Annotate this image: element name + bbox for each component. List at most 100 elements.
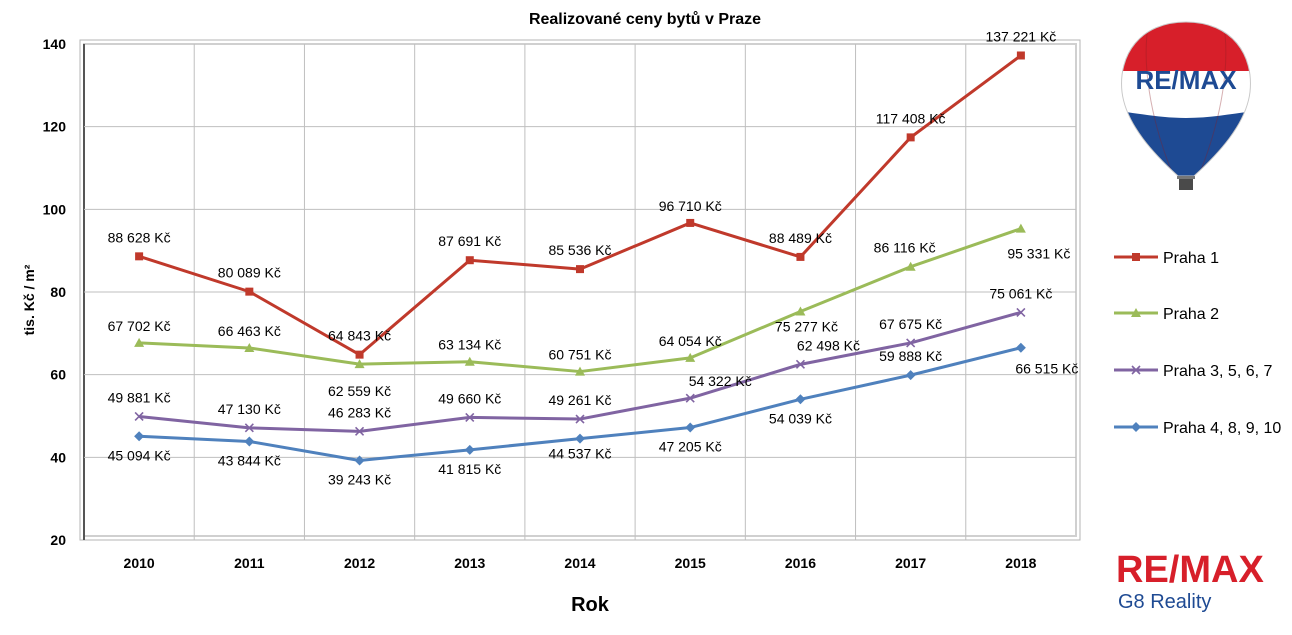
data-point [1015, 223, 1026, 233]
data-point [134, 337, 145, 347]
data-point [244, 342, 255, 352]
data-point [134, 411, 144, 422]
data-point [685, 352, 696, 362]
data-label: 96 710 Kč [659, 198, 722, 214]
data-label: 45 094 Kč [108, 447, 171, 463]
legend-marker [1131, 422, 1141, 432]
data-label: 86 116 Kč [874, 240, 936, 256]
data-label: 66 515 Kč [1015, 361, 1078, 377]
data-point [575, 366, 585, 376]
data-point [685, 393, 695, 403]
data-label: 49 881 Kč [108, 389, 171, 405]
legend-entry: Praha 1 [1163, 250, 1219, 267]
data-label: 85 536 Kč [548, 242, 611, 258]
legend-marker [1131, 365, 1141, 375]
x-tick-label: 2010 [124, 555, 155, 571]
data-point [1016, 51, 1025, 60]
y-tick-label: 120 [43, 119, 67, 135]
data-label: 47 130 Kč [218, 401, 281, 417]
data-point [1016, 307, 1026, 317]
data-point [355, 350, 364, 359]
data-label: 46 283 Kč [328, 404, 391, 420]
data-point [906, 338, 916, 348]
x-tick-labels: 2010 2011 2012 2013 2014 2015 2016 2017 2018 [124, 555, 1037, 571]
data-label: 67 702 Kč [108, 318, 171, 334]
x-tick-label: 2011 [234, 555, 265, 571]
data-point [465, 256, 474, 265]
data-point [134, 431, 145, 442]
data-label: 66 463 Kč [218, 323, 281, 339]
data-label: 54 039 Kč [769, 410, 832, 426]
x-tick-label: 2015 [675, 555, 706, 571]
data-label: 64 054 Kč [659, 333, 722, 349]
data-point [575, 414, 585, 424]
legend-entry: Praha 2 [1163, 306, 1219, 323]
brand-logo-sub: G8 Reality [1118, 591, 1211, 613]
x-tick-label: 2013 [454, 555, 485, 571]
data-label: 63 134 Kč [438, 337, 501, 353]
legend-marker [1132, 253, 1140, 261]
legend-entry: Praha 3, 5, 6, 7 [1163, 363, 1273, 380]
data-point [575, 433, 585, 444]
data-label: 64 843 Kč [328, 328, 391, 344]
y-tick-label: 60 [50, 367, 66, 383]
y-tick-labels: 20 40 60 80 100 120 140 [43, 36, 67, 548]
data-label: 80 089 Kč [218, 265, 281, 281]
data-point [1015, 342, 1026, 353]
y-axis-label: tis. Kč / m² [21, 264, 37, 335]
data-point [795, 394, 806, 405]
data-label: 95 331 Kč [1007, 246, 1070, 262]
balloon-logo: RE/MAX [1121, 21, 1251, 190]
x-tick-label: 2014 [564, 555, 595, 571]
data-point [795, 306, 806, 316]
y-tick-label: 20 [50, 532, 66, 548]
data-point [354, 455, 365, 466]
data-label: 67 675 Kč [879, 316, 942, 332]
gridlines [84, 44, 1076, 540]
data-label: 54 322 Kč [689, 373, 752, 389]
data-point [905, 261, 916, 271]
data-label: 75 061 Kč [989, 285, 1052, 301]
data-label: 44 537 Kč [548, 446, 611, 462]
data-label: 88 628 Kč [108, 229, 171, 245]
data-label: 88 489 Kč [769, 230, 832, 246]
data-label: 62 559 Kč [328, 383, 391, 399]
y-tick-label: 140 [43, 36, 67, 52]
legend: Praha 1 Praha 2 Praha 3, 5, 6, 7 Praha 4, 8… [1114, 250, 1281, 437]
brand-logo-main: RE/MAX [1116, 549, 1264, 591]
data-label: 39 243 Kč [328, 471, 391, 487]
data-label: 137 221 Kč [985, 28, 1056, 44]
legend-marker [1131, 308, 1141, 317]
y-tick-label: 80 [50, 284, 66, 300]
data-label: 49 660 Kč [438, 390, 501, 406]
data-point [354, 359, 365, 369]
x-tick-label: 2018 [1005, 555, 1036, 571]
brand-logo: RE/MAX G8 Reality [1116, 549, 1264, 613]
data-label: 75 277 Kč [775, 319, 838, 335]
data-label: 117 408 Kč [876, 110, 946, 126]
data-label: 87 691 Kč [438, 233, 501, 249]
chart-title: Realizované ceny bytů v Praze [529, 11, 761, 28]
data-label: 41 815 Kč [438, 461, 501, 477]
data-point [244, 423, 254, 433]
data-point [685, 422, 696, 433]
y-tick-label: 40 [50, 449, 66, 465]
data-label: 47 205 Kč [659, 439, 722, 455]
legend-entry: Praha 4, 8, 9, 10 [1163, 420, 1281, 437]
x-tick-label: 2016 [785, 555, 816, 571]
data-point [465, 412, 475, 422]
data-point [245, 287, 254, 296]
data-point [244, 436, 255, 447]
data-point [905, 370, 916, 381]
data-point [464, 356, 475, 366]
data-point [686, 218, 695, 227]
x-axis-label: Rok [571, 594, 610, 616]
data-point [576, 265, 584, 274]
data-label: 59 888 Kč [879, 348, 942, 364]
data-point [464, 444, 475, 455]
data-label: 60 751 Kč [548, 347, 611, 363]
data-label: 49 261 Kč [548, 392, 611, 408]
y-tick-label: 100 [43, 201, 67, 217]
balloon-text: RE/MAX [1135, 65, 1237, 95]
